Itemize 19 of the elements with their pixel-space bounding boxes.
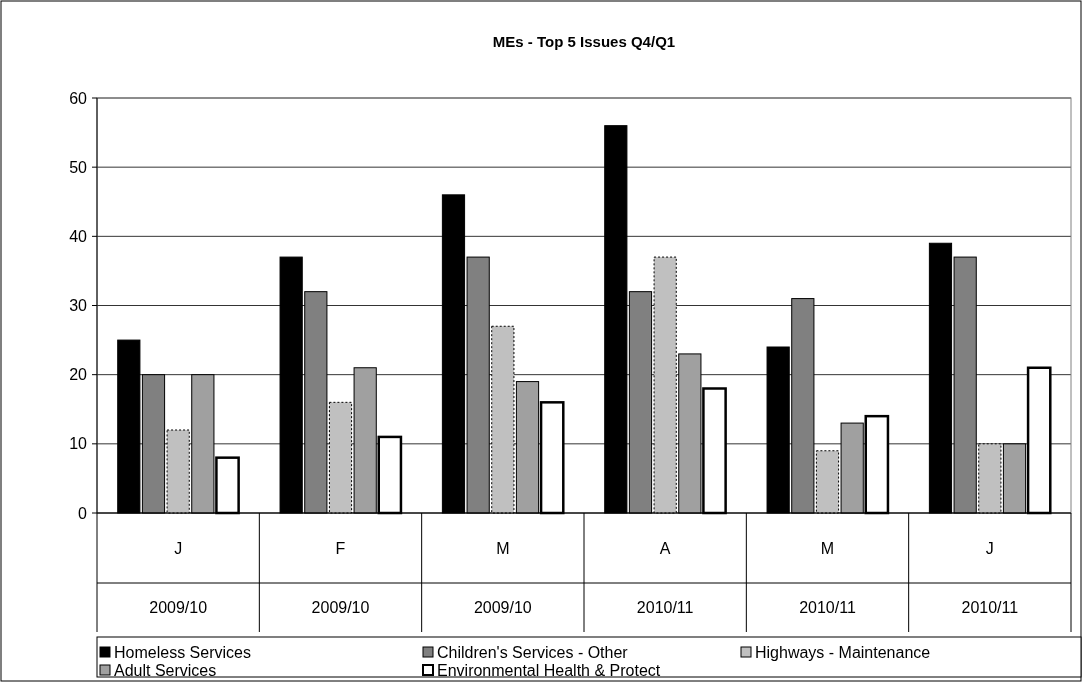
category-label: J 2009/10	[149, 539, 208, 616]
category-label: M 2009/10	[473, 539, 532, 616]
legend-label: Homeless Services	[114, 643, 251, 661]
y-tick-label: 60	[69, 89, 88, 107]
y-tick-label: 30	[69, 297, 88, 315]
y-tick-label: 40	[69, 227, 88, 245]
category-label: A 2010/11	[636, 539, 694, 616]
y-tick-label: 10	[69, 435, 88, 453]
legend-label: Highways - Maintenance	[755, 643, 931, 661]
y-tick-label: 20	[69, 366, 88, 384]
legend-label: Adult Services	[114, 661, 217, 679]
category-label: M 2010/11	[799, 539, 856, 616]
chart-title: MEs - Top 5 Issues Q4/Q1	[492, 33, 676, 50]
category-label: J 2010/11	[961, 539, 1019, 616]
category-label: F 2009/10	[311, 539, 370, 616]
legend-label: Environmental Health & Protect	[437, 661, 661, 679]
y-tick-label: 0	[78, 504, 88, 522]
legend-label: Children's Services - Other	[437, 643, 629, 661]
y-tick-label: 50	[69, 158, 88, 176]
